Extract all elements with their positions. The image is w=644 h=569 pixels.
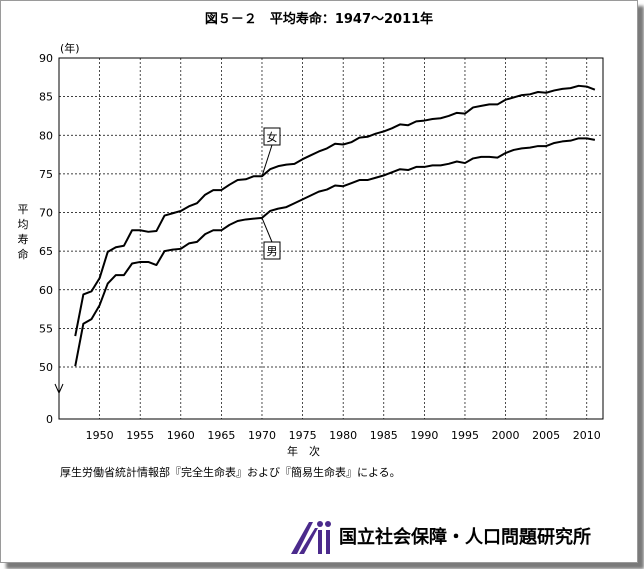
y-tick-labels: 0 50 55 60 65 70 75 80 85 90 xyxy=(39,52,53,426)
x-tick-label: 1960 xyxy=(167,429,195,442)
y-axis-label-char: 平 xyxy=(18,203,29,216)
x-tick-label: 1975 xyxy=(289,429,317,442)
x-tick-label: 1950 xyxy=(86,429,114,442)
x-tick-label: 1990 xyxy=(410,429,438,442)
x-tick-label: 1965 xyxy=(207,429,235,442)
y-axis-label-char: 寿 xyxy=(18,232,29,246)
organization-footer: 国立社会保障・人口問題研究所 xyxy=(287,516,591,556)
series-label-male-leader xyxy=(261,217,273,243)
series-annotations: 女男 xyxy=(261,127,281,260)
y-tick-label: 75 xyxy=(39,168,53,181)
x-axis-label: 年 次 xyxy=(287,444,320,458)
x-tick-label: 2005 xyxy=(532,429,560,442)
series-label-female-leader xyxy=(261,144,273,177)
axes xyxy=(54,57,604,420)
y-tick-label: 60 xyxy=(39,284,53,297)
series-line-male xyxy=(74,137,596,367)
ipss-logo-icon xyxy=(291,521,331,554)
series-lines xyxy=(74,84,596,367)
plot-border xyxy=(58,57,604,420)
x-tick-label: 1955 xyxy=(126,429,154,442)
y-tick-label: 80 xyxy=(39,129,53,142)
chart-title: 図５－２ 平均寿命：1947～2011年 xyxy=(205,11,433,27)
y-axis-label: 平均寿命 xyxy=(18,203,29,261)
series-line-female xyxy=(74,84,596,337)
x-tick-label: 1980 xyxy=(329,429,357,442)
series-label-female-box xyxy=(263,127,281,146)
y-tick-label: 85 xyxy=(39,91,53,104)
x-tick-label: 1995 xyxy=(451,429,479,442)
x-tick-label: 2010 xyxy=(573,429,601,442)
source-note: 厚生労働省統計情報部『完全生命表』および『簡易生命表』による。 xyxy=(60,466,401,479)
y-tick-label: 90 xyxy=(39,52,53,65)
x-tick-label: 1985 xyxy=(370,429,398,442)
organization-name: 国立社会保障・人口問題研究所 xyxy=(339,527,591,548)
x-tick-label: 1970 xyxy=(248,429,276,442)
series-label-male: 男 xyxy=(267,245,278,258)
y-tick-label: 65 xyxy=(39,245,53,258)
life-expectancy-chart: 図５－２ 平均寿命：1947～2011年 (年) 年 次 平均寿命 0 50 55 6… xyxy=(18,11,604,458)
y-axis-unit: (年) xyxy=(60,41,80,55)
y-axis-label-char: 命 xyxy=(18,247,29,261)
series-label-female: 女 xyxy=(267,130,278,144)
grid-lines xyxy=(59,58,603,419)
axis-break-mark xyxy=(54,373,64,394)
series-label-male-box xyxy=(263,241,281,260)
y-tick-label: 55 xyxy=(39,322,53,335)
y-axis-label-char: 均 xyxy=(18,218,29,231)
y-tick-label: 70 xyxy=(39,207,53,220)
x-tick-label: 2000 xyxy=(492,429,520,442)
y-tick-label: 50 xyxy=(39,361,53,374)
x-tick-labels: 1950 1955 1960 1965 1970 1975 1980 1985 1990 1995… xyxy=(86,429,601,442)
y-tick-label: 0 xyxy=(46,413,53,426)
